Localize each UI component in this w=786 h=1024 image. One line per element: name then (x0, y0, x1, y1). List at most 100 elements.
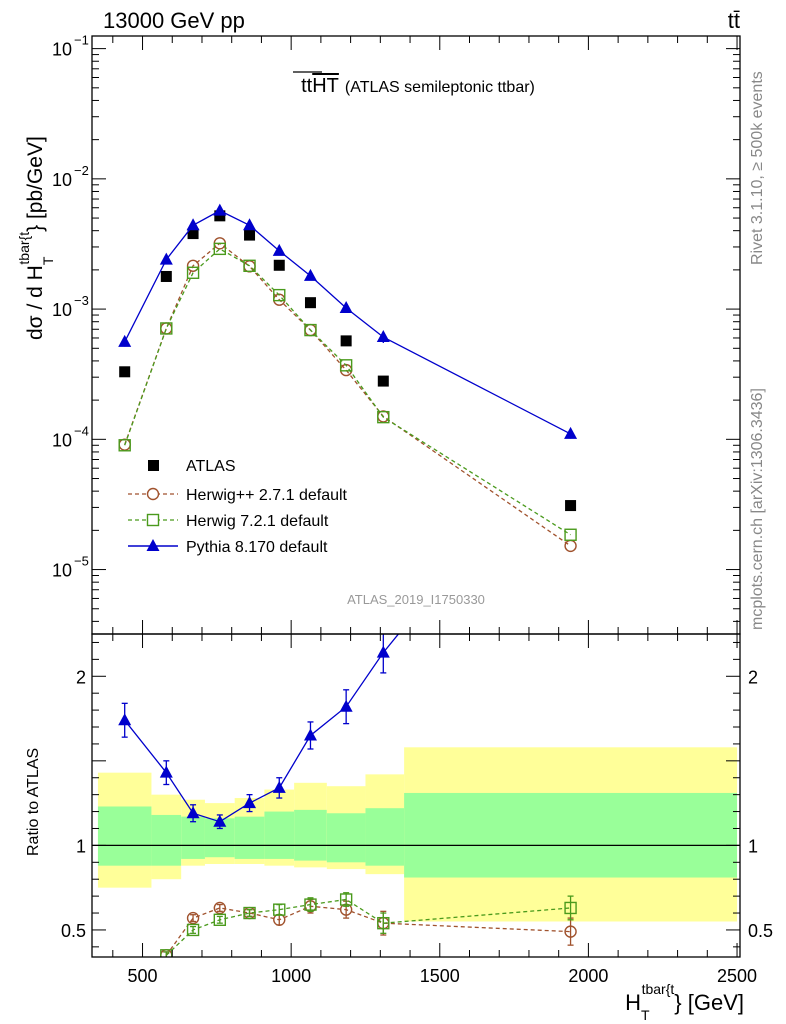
series-atlas (119, 210, 577, 512)
data-point (273, 288, 286, 302)
ratio-point (377, 916, 390, 930)
ratio-point (564, 925, 577, 938)
data-point (186, 266, 200, 279)
ratio-panel-frame (91, 633, 741, 958)
green-band-bin (404, 792, 738, 878)
ratio-y-tick-label: 2 (76, 667, 86, 687)
data-point (339, 359, 353, 372)
series-herwig-7-2-1-default (118, 242, 577, 541)
ratio-point (118, 713, 132, 726)
y-tick-label-exponent: −2 (74, 163, 89, 178)
data-point (564, 539, 577, 553)
ratio-y-tick-label-right: 0.5 (748, 921, 773, 941)
green-band-bin (326, 813, 366, 863)
y-tick-label-exponent: −3 (74, 293, 89, 308)
header-process: tt̄ (728, 8, 740, 33)
ratio-series-herwig-7-2-1-default (160, 892, 577, 957)
green-band-bin (97, 806, 152, 866)
y-tick-label: 10 (52, 40, 72, 60)
ratio-point (213, 901, 227, 915)
ratio-point (186, 806, 200, 819)
ratio-point (243, 906, 256, 920)
data-point (377, 410, 390, 424)
ratio-point (272, 780, 286, 793)
y-tick-label: 10 (52, 170, 72, 190)
green-band-bin (294, 809, 327, 861)
data-point (214, 210, 226, 222)
legend-label-herwig7: Herwig 7.2.1 default (186, 513, 329, 530)
main-y-axis-label: dσ / d HTtbar{t} [pb/GeV] (16, 136, 56, 340)
legend-label-atlas: ATLAS (186, 458, 236, 475)
data-point (564, 426, 578, 439)
legend: ATLAS Herwig++ 2.7.1 default Herwig 7.2.… (128, 458, 348, 556)
x-tick-label: 2500 (717, 966, 757, 986)
ratio-line (124, 634, 400, 823)
x-axis-label: HTtbar{t} [GeV] (625, 981, 744, 1023)
green-band-bin (181, 816, 205, 859)
data-point (213, 242, 227, 256)
data-point (340, 335, 352, 347)
mcplots-label: mcplots.cern.ch [arXiv:1306.3436] (749, 388, 766, 630)
data-point (272, 243, 286, 256)
data-point (159, 252, 173, 265)
y-tick-label: 10 (52, 561, 72, 581)
data-point (213, 203, 227, 216)
green-band-bin (234, 816, 265, 859)
ratio-point (213, 913, 227, 926)
ratio-y-tick-label: 0.5 (61, 921, 86, 941)
ratio-point (304, 898, 317, 911)
x-tick-label: 500 (128, 966, 158, 986)
data-point (303, 268, 317, 281)
y-tick-label-exponent: −5 (74, 554, 89, 569)
data-point (186, 259, 200, 272)
main-title: ttHT (ATLAS semileptonic ttbar) (301, 75, 535, 97)
rivet-label: Rivet 3.1.10, ≥ 500k events (749, 71, 766, 265)
series-pythia-8-170-default (118, 203, 578, 439)
green-band-bin (151, 814, 182, 866)
series-line (124, 248, 571, 536)
data-point (244, 229, 256, 241)
data-point (243, 218, 257, 231)
ratio-point (186, 923, 200, 937)
data-point (160, 322, 173, 335)
main-panel-series (118, 203, 578, 553)
data-point (339, 300, 353, 313)
data-point (118, 439, 131, 452)
green-band-bin (365, 808, 405, 866)
legend-item-herwigpp: Herwig++ 2.7.1 default (128, 487, 348, 504)
ratio-point (243, 796, 257, 809)
data-point (304, 323, 317, 337)
ratio-point (186, 911, 200, 925)
ratio-y-tick-label: 1 (76, 836, 86, 856)
x-tick-label: 2000 (568, 966, 608, 986)
x-tick-label: 1000 (271, 966, 311, 986)
ratio-point (159, 765, 173, 778)
data-point (564, 528, 577, 541)
legend-item-atlas: ATLAS (148, 458, 236, 475)
ratio-point (339, 893, 353, 906)
legend-item-herwig7: Herwig 7.2.1 default (128, 513, 329, 530)
data-point (377, 375, 389, 387)
ratio-point (376, 645, 390, 658)
header-energy: 13000 GeV pp (103, 8, 245, 33)
data-point (119, 366, 131, 378)
series-line (124, 209, 571, 435)
legend-label-pythia: Pythia 8.170 default (186, 539, 328, 556)
y-tick-label-exponent: −4 (74, 423, 89, 438)
ratio-y-axis-label: Ratio to ATLAS (25, 748, 42, 856)
ratio-y-tick-label-right: 2 (748, 667, 758, 687)
series-herwig-2-7-1-default (118, 237, 577, 553)
data-point (187, 228, 199, 240)
ratio-point (564, 901, 577, 915)
series-line (124, 242, 571, 547)
data-point (243, 259, 256, 272)
green-band-bin (264, 811, 295, 859)
legend-item-pythia: Pythia 8.170 default (128, 539, 328, 556)
y-tick-label: 10 (52, 430, 72, 450)
data-point (565, 500, 577, 512)
ratio-panel-series (118, 634, 577, 957)
y-tick-label: 10 (52, 300, 72, 320)
analysis-watermark: ATLAS_2019_I1750330 (347, 592, 485, 607)
legend-label-herwigpp: Herwig++ 2.7.1 default (186, 487, 348, 504)
